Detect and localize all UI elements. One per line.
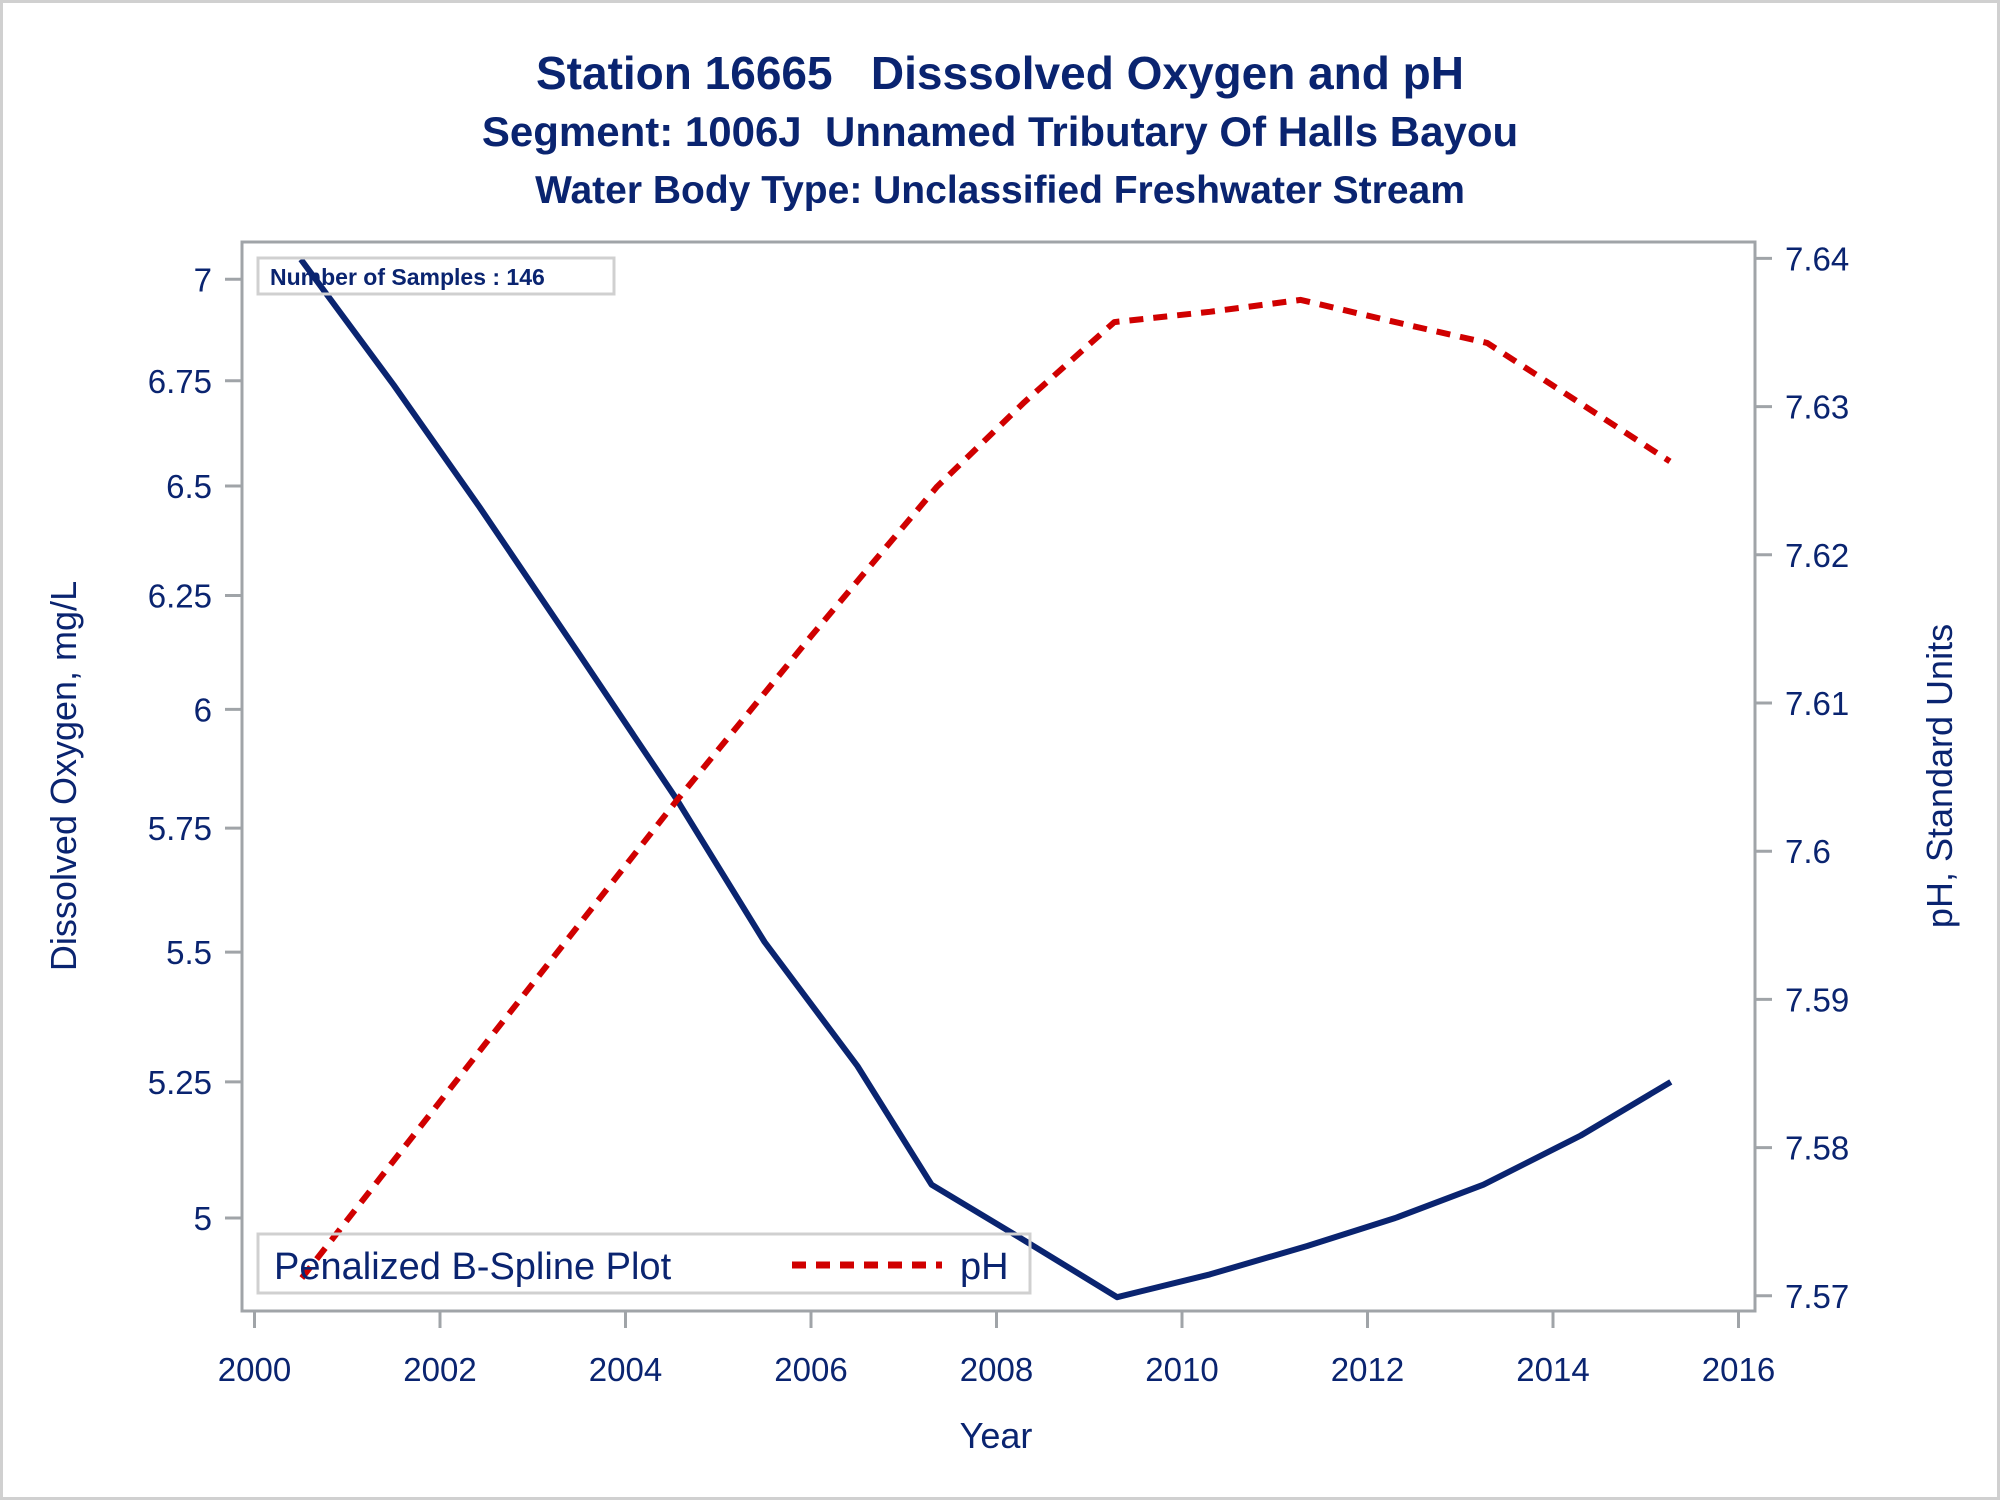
- chart-subtitle-waterbody: Water Body Type: Unclassified Freshwater…: [535, 169, 1465, 212]
- ph-series-line: [299, 296, 1672, 1280]
- samples-note: Number of Samples : 146: [256, 256, 616, 296]
- x-tick-label: 2000: [218, 1351, 291, 1388]
- x-axis: 2000 2002 2004 2006 2008 2010 2012 2014 2016: [218, 1311, 1775, 1388]
- x-tick-label: 2004: [589, 1351, 662, 1388]
- y2-tick-label: 7.61: [1785, 685, 1849, 722]
- y-axis-right: 7.64 7.63 7.62 7.61 7.6 7.59 7.58 7.57: [1755, 240, 1849, 1315]
- dissolved-oxygen-series-line: [298, 257, 1673, 1301]
- x-tick-label: 2016: [1702, 1351, 1775, 1388]
- legend-box: [256, 1232, 1032, 1295]
- x-axis-title: Year: [960, 1415, 1033, 1456]
- x-tick-label: 2014: [1516, 1351, 1589, 1388]
- x-tick-label: 2002: [403, 1351, 476, 1388]
- legend: Penalized B-Spline Plot pH: [256, 1232, 1032, 1295]
- x-tick-label: 2010: [1145, 1351, 1218, 1388]
- y-tick-label: 5: [194, 1200, 212, 1237]
- y2-tick-label: 7.62: [1785, 537, 1849, 574]
- y-tick-label: 6.5: [166, 468, 212, 505]
- legend-title: Penalized B-Spline Plot: [274, 1246, 672, 1288]
- y-axis-left: 7 6.75 6.5 6.25 6 5.75 5.5 5.25 5: [148, 261, 242, 1237]
- y-tick-label: 6: [194, 691, 212, 728]
- y-axis-title: Dissolved Oxygen, mg/L: [43, 581, 84, 971]
- y2-tick-label: 7.6: [1785, 833, 1831, 870]
- chart-title: Station 16665 Disssolved Oxygen and pH: [536, 47, 1464, 99]
- y-tick-label: 5.5: [166, 934, 212, 971]
- y-tick-label: 6.25: [148, 577, 212, 614]
- y-tick-label: 5.75: [148, 810, 212, 847]
- y2-tick-label: 7.63: [1785, 389, 1849, 426]
- x-tick-label: 2008: [960, 1351, 1033, 1388]
- plot-lines: [298, 257, 1673, 1301]
- y2-axis-title: pH, Standard Units: [1919, 624, 1960, 928]
- y-tick-label: 7: [194, 261, 212, 298]
- y2-tick-label: 7.58: [1785, 1130, 1849, 1167]
- y-tick-label: 6.75: [148, 363, 212, 400]
- y-tick-label: 5.25: [148, 1064, 212, 1101]
- legend-label-ph: pH: [960, 1246, 1009, 1288]
- chart-subtitle-segment: Segment: 1006J Unnamed Tributary Of Hall…: [481, 108, 1519, 155]
- plot-frame: [240, 240, 1757, 1313]
- x-tick-label: 2006: [774, 1351, 847, 1388]
- y2-tick-label: 7.64: [1785, 240, 1849, 277]
- x-tick-label: 2012: [1331, 1351, 1404, 1388]
- samples-note-text: Number of Samples : 146: [270, 264, 545, 290]
- y2-tick-label: 7.57: [1785, 1278, 1849, 1315]
- y2-tick-label: 7.59: [1785, 981, 1849, 1018]
- samples-note-box: [256, 256, 616, 296]
